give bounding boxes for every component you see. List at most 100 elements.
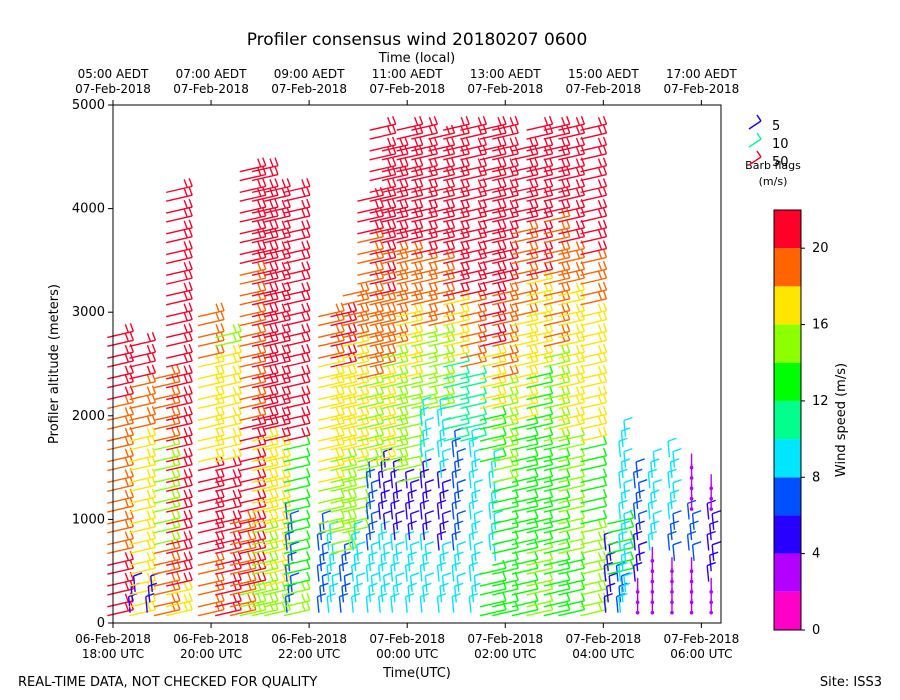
colorbar-band xyxy=(774,439,801,478)
wind-barb xyxy=(390,561,400,582)
wind-barb xyxy=(396,343,424,359)
wind-barb xyxy=(672,541,682,561)
wind-barb xyxy=(396,311,424,327)
wind-barb xyxy=(618,592,628,613)
wind-barb xyxy=(407,582,417,603)
wind-barb xyxy=(543,198,571,214)
wind-barb xyxy=(343,541,354,561)
wind-barb xyxy=(129,530,157,546)
wind-barb xyxy=(251,559,279,575)
wind-barb xyxy=(107,332,135,347)
wind-barb xyxy=(377,499,388,520)
wind-barb xyxy=(283,352,311,368)
wind-barb xyxy=(283,414,311,430)
legend-barb-label: 50 xyxy=(772,155,789,170)
wind-barb xyxy=(580,157,608,173)
wind-barb xyxy=(197,509,225,525)
wind-barb xyxy=(580,497,608,513)
wind-barb xyxy=(129,497,157,513)
wind-barb xyxy=(368,489,378,510)
wind-barb xyxy=(456,541,466,561)
wind-barb xyxy=(468,468,479,489)
wind-barb xyxy=(342,497,370,513)
wind-barb xyxy=(129,509,157,525)
wind-barb xyxy=(330,343,358,359)
wind-barb xyxy=(251,281,279,297)
wind-speed-colorbar: 0 4 8 12 16 20 xyxy=(773,209,829,638)
wind-barb xyxy=(428,332,456,347)
wind-barb xyxy=(428,364,456,380)
wind-barb xyxy=(543,592,571,608)
wind-barb xyxy=(153,509,181,525)
wind-barb xyxy=(251,290,279,306)
wind-barb xyxy=(706,561,716,582)
wind-barb xyxy=(543,323,571,339)
wind-barb xyxy=(330,332,358,347)
wind-barb xyxy=(369,311,397,327)
wind-barb xyxy=(351,561,361,582)
wind-barb xyxy=(580,406,608,421)
wind-barb xyxy=(479,124,507,140)
wind-barb xyxy=(166,219,193,235)
wind-barb xyxy=(580,124,608,140)
wind-barb xyxy=(342,281,370,297)
wind-barb xyxy=(396,198,424,214)
wind-barb xyxy=(580,261,608,276)
wind-barb xyxy=(251,240,279,256)
wind-barb xyxy=(620,427,631,447)
wind-barb xyxy=(473,479,484,499)
wind-barb xyxy=(318,332,345,347)
x-tick-date: 06-Feb-2018 xyxy=(173,632,249,646)
wind-barb xyxy=(381,269,409,285)
x-tick-date: 07-Feb-2018 xyxy=(565,632,641,646)
wind-barb xyxy=(239,343,267,359)
wind-barb xyxy=(215,414,242,430)
wind-barb xyxy=(623,541,633,561)
wind-barb xyxy=(197,406,225,421)
wind-barb xyxy=(543,394,571,410)
wind-barb xyxy=(153,518,181,534)
wind-barb xyxy=(132,572,143,592)
wind-barb xyxy=(511,136,539,152)
wind-barb xyxy=(153,477,181,493)
wind-barb xyxy=(526,115,554,131)
wind-barb xyxy=(330,456,358,472)
wind-barb xyxy=(424,541,435,561)
wind-barb xyxy=(422,489,432,510)
wind-barb xyxy=(251,228,279,244)
wind-barb xyxy=(615,561,626,582)
wind-barb xyxy=(215,385,242,401)
legend-barb-sample xyxy=(748,156,762,166)
wind-barb xyxy=(153,601,181,617)
wind-barb xyxy=(479,269,507,285)
wind-barb xyxy=(153,394,181,410)
wind-barb xyxy=(370,541,381,561)
wind-barb xyxy=(511,240,539,256)
wind-barb xyxy=(129,435,157,451)
top-tick-date: 07-Feb-2018 xyxy=(369,82,445,96)
wind-barb xyxy=(357,198,385,214)
x-axis-label: Time(UTC) xyxy=(382,666,451,681)
wind-barb xyxy=(197,385,225,401)
y-tick-label: 5000 xyxy=(72,98,105,113)
wind-barb xyxy=(166,186,193,202)
wind-barb xyxy=(330,468,358,484)
top-tick-time: 15:00 AEDT xyxy=(568,67,639,81)
legend-barb-label: 10 xyxy=(772,137,789,152)
wind-barb xyxy=(543,456,571,472)
wind-barb xyxy=(396,352,424,368)
wind-barb xyxy=(479,394,507,410)
wind-barb xyxy=(197,447,225,463)
wind-barb xyxy=(396,178,424,194)
wind-barb xyxy=(580,290,608,306)
wind-barb xyxy=(511,198,539,214)
wind-barb xyxy=(511,352,539,368)
colorbar-label: Wind speed (m/s) xyxy=(834,363,849,477)
wind-barb xyxy=(580,198,608,214)
wind-barb xyxy=(689,453,694,470)
wind-barb xyxy=(239,166,267,182)
wind-barb xyxy=(365,499,376,520)
wind-barb xyxy=(239,551,267,567)
wind-barb xyxy=(396,394,424,410)
wind-barb xyxy=(479,332,507,347)
